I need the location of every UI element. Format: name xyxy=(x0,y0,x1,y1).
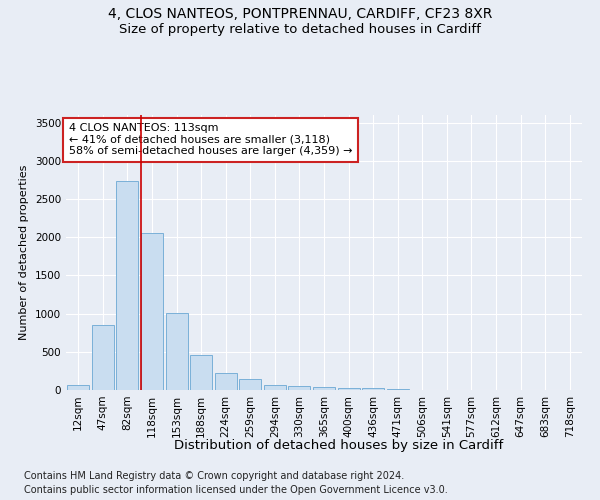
Bar xyxy=(264,385,286,390)
Bar xyxy=(67,386,89,390)
Bar xyxy=(386,389,409,390)
Text: Distribution of detached houses by size in Cardiff: Distribution of detached houses by size … xyxy=(175,440,503,452)
Y-axis label: Number of detached properties: Number of detached properties xyxy=(19,165,29,340)
Bar xyxy=(141,232,163,390)
Bar xyxy=(116,182,139,390)
Bar xyxy=(362,388,384,390)
Bar xyxy=(166,313,188,390)
Text: 4 CLOS NANTEOS: 113sqm
← 41% of detached houses are smaller (3,118)
58% of semi-: 4 CLOS NANTEOS: 113sqm ← 41% of detached… xyxy=(68,123,352,156)
Bar xyxy=(289,386,310,390)
Bar xyxy=(239,379,262,390)
Bar xyxy=(338,388,359,390)
Bar xyxy=(313,387,335,390)
Text: Contains public sector information licensed under the Open Government Licence v3: Contains public sector information licen… xyxy=(24,485,448,495)
Text: Contains HM Land Registry data © Crown copyright and database right 2024.: Contains HM Land Registry data © Crown c… xyxy=(24,471,404,481)
Text: Size of property relative to detached houses in Cardiff: Size of property relative to detached ho… xyxy=(119,22,481,36)
Bar xyxy=(190,355,212,390)
Bar xyxy=(215,373,237,390)
Bar xyxy=(92,325,114,390)
Text: 4, CLOS NANTEOS, PONTPRENNAU, CARDIFF, CF23 8XR: 4, CLOS NANTEOS, PONTPRENNAU, CARDIFF, C… xyxy=(108,8,492,22)
